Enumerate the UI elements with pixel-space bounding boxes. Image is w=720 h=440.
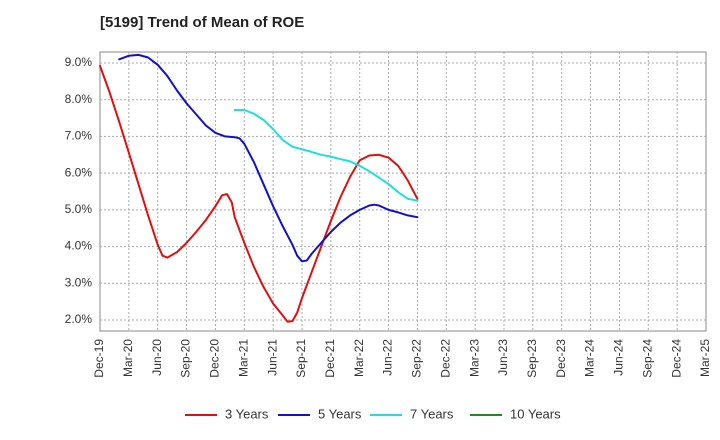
series-line-3-years — [99, 64, 419, 323]
x-tick-label: Jun-21 — [265, 339, 279, 376]
x-tick-label: Mar-20 — [121, 339, 135, 377]
x-tick-label: Mar-22 — [352, 339, 366, 377]
x-tick-label: Sep-20 — [179, 339, 193, 378]
y-tick-label: 7.0% — [65, 129, 93, 143]
x-tick-label: Mar-24 — [583, 339, 597, 377]
y-tick-label: 6.0% — [65, 165, 93, 179]
y-tick-label: 8.0% — [65, 92, 93, 106]
y-tick-label: 2.0% — [65, 312, 93, 326]
x-tick-label: Dec-22 — [438, 339, 452, 378]
x-tick-label: Jun-20 — [150, 339, 164, 376]
y-tick-label: 9.0% — [65, 55, 93, 69]
x-tick-label: Dec-20 — [208, 339, 222, 378]
x-tick-label: Sep-21 — [294, 339, 308, 378]
x-tick-label: Dec-23 — [554, 339, 568, 378]
x-tick-label: Dec-21 — [323, 339, 337, 378]
x-tick-label: Dec-24 — [669, 339, 683, 378]
x-tick-label: Sep-22 — [410, 339, 424, 378]
legend-label: 10 Years — [510, 406, 561, 421]
chart-title: [5199] Trend of Mean of ROE — [100, 14, 305, 31]
x-tick-label: Jun-24 — [612, 339, 626, 376]
x-tick-label: Mar-23 — [467, 339, 481, 377]
y-tick-label: 5.0% — [65, 202, 93, 216]
plot-area — [99, 51, 707, 332]
x-tick-label: Mar-21 — [236, 339, 250, 377]
series-line-5-years — [118, 53, 419, 263]
x-tick-label: Jun-22 — [381, 339, 395, 376]
x-tick-label: Sep-24 — [640, 339, 654, 378]
legend-label: 7 Years — [410, 406, 454, 421]
y-tick-label: 3.0% — [65, 275, 93, 289]
x-tick-label: Dec-19 — [92, 339, 106, 378]
series-line-7-years — [233, 109, 419, 202]
x-tick-label: Sep-23 — [525, 339, 539, 378]
legend-label: 5 Years — [318, 406, 362, 421]
y-tick-label: 4.0% — [65, 239, 93, 253]
x-tick-label: Jun-23 — [496, 339, 510, 376]
x-tick-label: Mar-25 — [698, 339, 712, 377]
legend-label: 3 Years — [225, 406, 269, 421]
